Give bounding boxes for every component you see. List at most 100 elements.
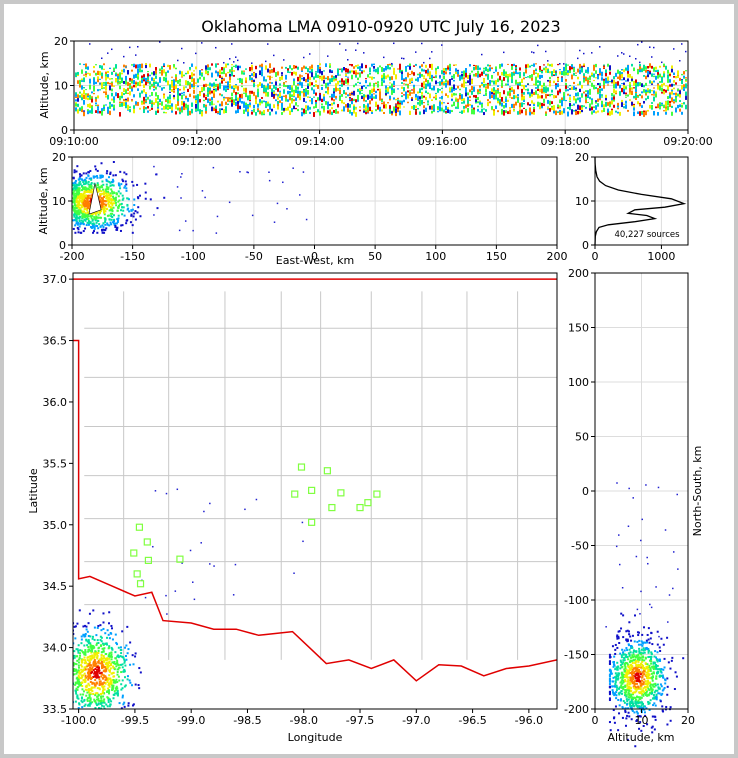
lma-station (308, 518, 316, 526)
lightning-source (351, 70, 353, 73)
lightning-source (100, 640, 103, 643)
plan-view-ylabel: Latitude (27, 468, 40, 514)
lightning-source (183, 74, 185, 77)
lightning-source (251, 214, 254, 217)
lightning-source (61, 682, 63, 684)
lightning-source (615, 92, 617, 95)
lightning-source (110, 700, 113, 703)
lightning-source (651, 93, 653, 96)
lightning-source (595, 86, 597, 90)
lightning-source (292, 167, 294, 169)
lightning-source (449, 109, 451, 114)
lightning-source (321, 70, 323, 75)
lightning-source (533, 83, 535, 86)
lightning-source (81, 706, 84, 709)
lightning-source (469, 73, 471, 75)
lightning-source (76, 188, 79, 191)
lightning-source (78, 191, 81, 194)
lightning-source (295, 65, 297, 69)
y-tick-label: 10 (575, 195, 589, 208)
lightning-source (103, 63, 105, 66)
lightning-source (453, 79, 455, 82)
lightning-source (649, 89, 651, 93)
lightning-source (105, 104, 107, 106)
lightning-source (267, 68, 269, 73)
lightning-source (212, 166, 215, 169)
lightning-source (125, 187, 128, 190)
lightning-source (373, 93, 375, 95)
lightning-source (88, 693, 91, 696)
lightning-source (77, 674, 80, 677)
lightning-source (282, 181, 284, 184)
lightning-source (363, 94, 365, 100)
lightning-source (157, 101, 159, 104)
lightning-source (539, 65, 541, 70)
lightning-source (397, 99, 399, 101)
lightning-source (601, 71, 603, 77)
lightning-source (581, 105, 583, 108)
lightning-source (157, 106, 159, 109)
lightning-source (127, 207, 130, 210)
lightning-source (561, 99, 563, 103)
lightning-source (329, 63, 331, 68)
lightning-source (631, 90, 633, 96)
lightning-source (115, 678, 118, 681)
lightning-source (127, 648, 130, 651)
lightning-source (79, 223, 82, 226)
lightning-source (102, 692, 105, 695)
lightning-source (157, 106, 159, 112)
lightning-source (101, 677, 104, 680)
lightning-source (77, 71, 79, 76)
lightning-source (68, 692, 70, 694)
x-tick-label: 50 (368, 250, 382, 263)
lightning-source (679, 77, 681, 81)
lightning-source (75, 672, 78, 675)
lightning-source (285, 66, 287, 69)
lightning-source (86, 209, 89, 212)
lightning-source (553, 105, 555, 111)
lightning-source (103, 647, 106, 650)
lightning-source (493, 94, 495, 100)
lightning-source (215, 70, 217, 74)
lightning-source (333, 88, 335, 93)
lightning-source (207, 70, 209, 74)
lightning-source (269, 103, 271, 107)
lightning-source (575, 111, 577, 116)
lightning-source (89, 635, 92, 638)
lightning-source (621, 83, 623, 85)
lightning-source (73, 625, 76, 628)
lightning-source (355, 65, 357, 68)
lightning-source (73, 650, 76, 653)
lightning-source (681, 104, 683, 108)
lightning-source (143, 89, 145, 93)
lightning-source (104, 188, 107, 191)
lightning-source (251, 77, 253, 81)
lightning-source (109, 171, 112, 174)
lightning-source (103, 681, 106, 684)
lightning-source (111, 92, 113, 97)
lightning-source (100, 206, 103, 209)
y-tick-label: 34.0 (43, 642, 68, 655)
lightning-source (215, 105, 217, 110)
lightning-source (461, 102, 463, 104)
lightning-source (75, 214, 78, 217)
lightning-source (369, 67, 371, 73)
lightning-source (237, 100, 239, 105)
lightning-source (615, 110, 617, 113)
lightning-source (93, 217, 96, 220)
lightning-source (113, 67, 115, 71)
lightning-source (128, 679, 131, 682)
lightning-source (449, 63, 451, 68)
lightning-source (489, 92, 491, 97)
lightning-source (341, 82, 343, 87)
lightning-source (179, 111, 181, 115)
lightning-source (583, 105, 585, 108)
lightning-source (83, 199, 86, 202)
lightning-source (439, 97, 441, 99)
lightning-source (193, 598, 196, 601)
lightning-source (449, 66, 451, 72)
lightning-source (273, 104, 275, 108)
lightning-source (227, 63, 229, 66)
lightning-source (685, 50, 687, 53)
lightning-source (505, 83, 507, 86)
